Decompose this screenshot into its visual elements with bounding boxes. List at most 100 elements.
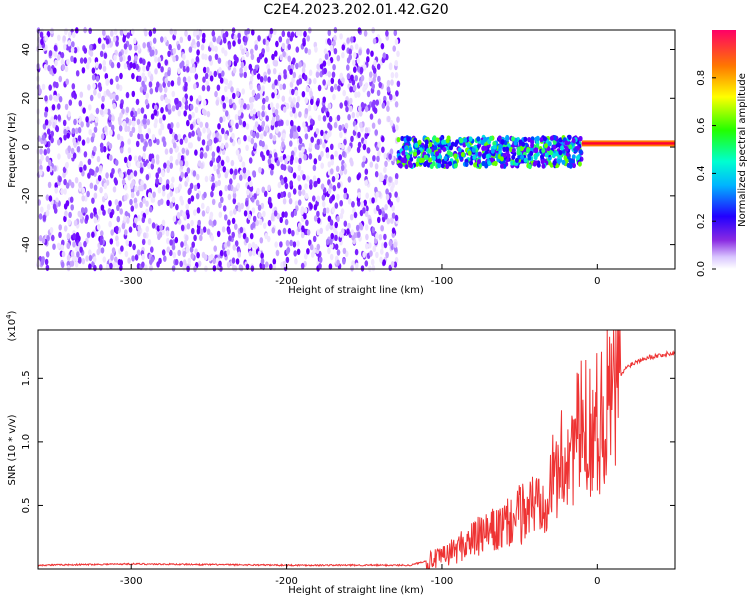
- noise-mark: [238, 264, 243, 271]
- noise-mark: [222, 115, 226, 122]
- noise-mark: [205, 145, 210, 152]
- noise-mark: [255, 199, 260, 206]
- noise-mark: [204, 53, 208, 61]
- noise-mark: [347, 222, 351, 230]
- noise-mark: [327, 102, 332, 110]
- noise-mark: [213, 164, 217, 172]
- noise-mark: [102, 29, 106, 36]
- noise-mark: [131, 120, 136, 127]
- noise-mark: [338, 124, 343, 132]
- noise-mark: [329, 56, 334, 64]
- noise-mark: [50, 136, 54, 144]
- noise-mark: [289, 35, 294, 42]
- noise-mark: [131, 126, 136, 133]
- snr-y-multiplier-close: ): [7, 310, 18, 314]
- noise-mark: [395, 124, 399, 131]
- noise-mark: [388, 176, 392, 183]
- noise-mark: [291, 76, 295, 84]
- noise-mark: [139, 201, 143, 208]
- signal-mark: [413, 151, 417, 157]
- noise-mark: [347, 114, 351, 121]
- noise-mark: [281, 42, 286, 50]
- noise-mark: [133, 37, 137, 44]
- noise-mark: [196, 40, 201, 48]
- noise-mark: [93, 192, 98, 199]
- noise-mark: [371, 264, 376, 272]
- x-tick-label: -200: [275, 576, 298, 587]
- noise-mark: [222, 166, 227, 173]
- noise-mark: [116, 83, 120, 90]
- noise-mark: [194, 106, 199, 114]
- noise-mark: [285, 239, 290, 247]
- noise-mark: [308, 69, 313, 76]
- signal-mark: [431, 155, 436, 161]
- noise-mark: [377, 216, 381, 224]
- noise-mark: [275, 40, 279, 48]
- noise-mark: [231, 257, 236, 264]
- noise-mark: [321, 194, 326, 201]
- signal-mark: [460, 151, 465, 158]
- noise-mark: [46, 147, 51, 154]
- noise-mark: [247, 135, 252, 142]
- noise-mark: [335, 165, 340, 172]
- noise-mark: [289, 132, 294, 139]
- colorbar-tick-label: 0.0: [696, 261, 707, 277]
- noise-mark: [337, 182, 341, 189]
- noise-mark: [119, 208, 123, 215]
- noise-mark: [282, 164, 287, 171]
- noise-mark: [245, 200, 249, 207]
- noise-mark: [179, 195, 183, 202]
- noise-mark: [73, 118, 77, 126]
- noise-mark: [304, 108, 309, 115]
- noise-mark: [93, 207, 97, 214]
- noise-mark: [206, 205, 210, 213]
- noise-mark: [120, 245, 124, 252]
- noise-mark: [65, 78, 69, 85]
- noise-mark: [304, 183, 308, 190]
- noise-mark: [172, 55, 176, 63]
- noise-mark: [95, 75, 100, 82]
- noise-mark: [376, 155, 380, 163]
- noise-mark: [130, 191, 135, 199]
- noise-mark: [340, 143, 345, 150]
- noise-mark: [366, 48, 370, 55]
- noise-mark: [66, 264, 71, 272]
- noise-mark: [147, 128, 151, 135]
- noise-mark: [138, 124, 142, 131]
- signal-mark: [477, 159, 481, 165]
- noise-mark: [245, 50, 250, 58]
- noise-mark: [147, 192, 152, 199]
- noise-mark: [150, 113, 155, 120]
- noise-mark: [186, 223, 191, 230]
- noise-mark: [251, 222, 256, 229]
- noise-mark: [378, 81, 383, 89]
- noise-mark: [103, 182, 108, 189]
- signal-mark: [397, 162, 402, 168]
- noise-mark: [269, 202, 273, 209]
- noise-mark: [156, 138, 160, 146]
- noise-mark: [36, 84, 41, 91]
- noise-mark: [257, 204, 262, 211]
- noise-mark: [262, 97, 266, 105]
- signal-mark: [571, 138, 576, 144]
- noise-mark: [178, 183, 182, 190]
- noise-mark: [163, 36, 168, 43]
- noise-mark: [306, 35, 311, 42]
- noise-mark: [298, 30, 303, 37]
- noise-mark: [189, 142, 193, 149]
- signal-mark: [464, 161, 469, 167]
- noise-mark: [273, 152, 278, 159]
- noise-mark: [261, 140, 265, 148]
- noise-mark: [351, 79, 356, 86]
- noise-mark: [188, 131, 192, 139]
- noise-mark: [292, 132, 297, 140]
- noise-mark: [288, 166, 292, 173]
- signal-mark: [568, 144, 573, 150]
- noise-mark: [50, 116, 54, 123]
- noise-mark: [143, 160, 147, 168]
- noise-mark: [390, 72, 395, 79]
- noise-mark: [142, 42, 146, 49]
- noise-mark: [156, 81, 160, 88]
- noise-mark: [127, 147, 132, 154]
- noise-mark: [370, 50, 374, 57]
